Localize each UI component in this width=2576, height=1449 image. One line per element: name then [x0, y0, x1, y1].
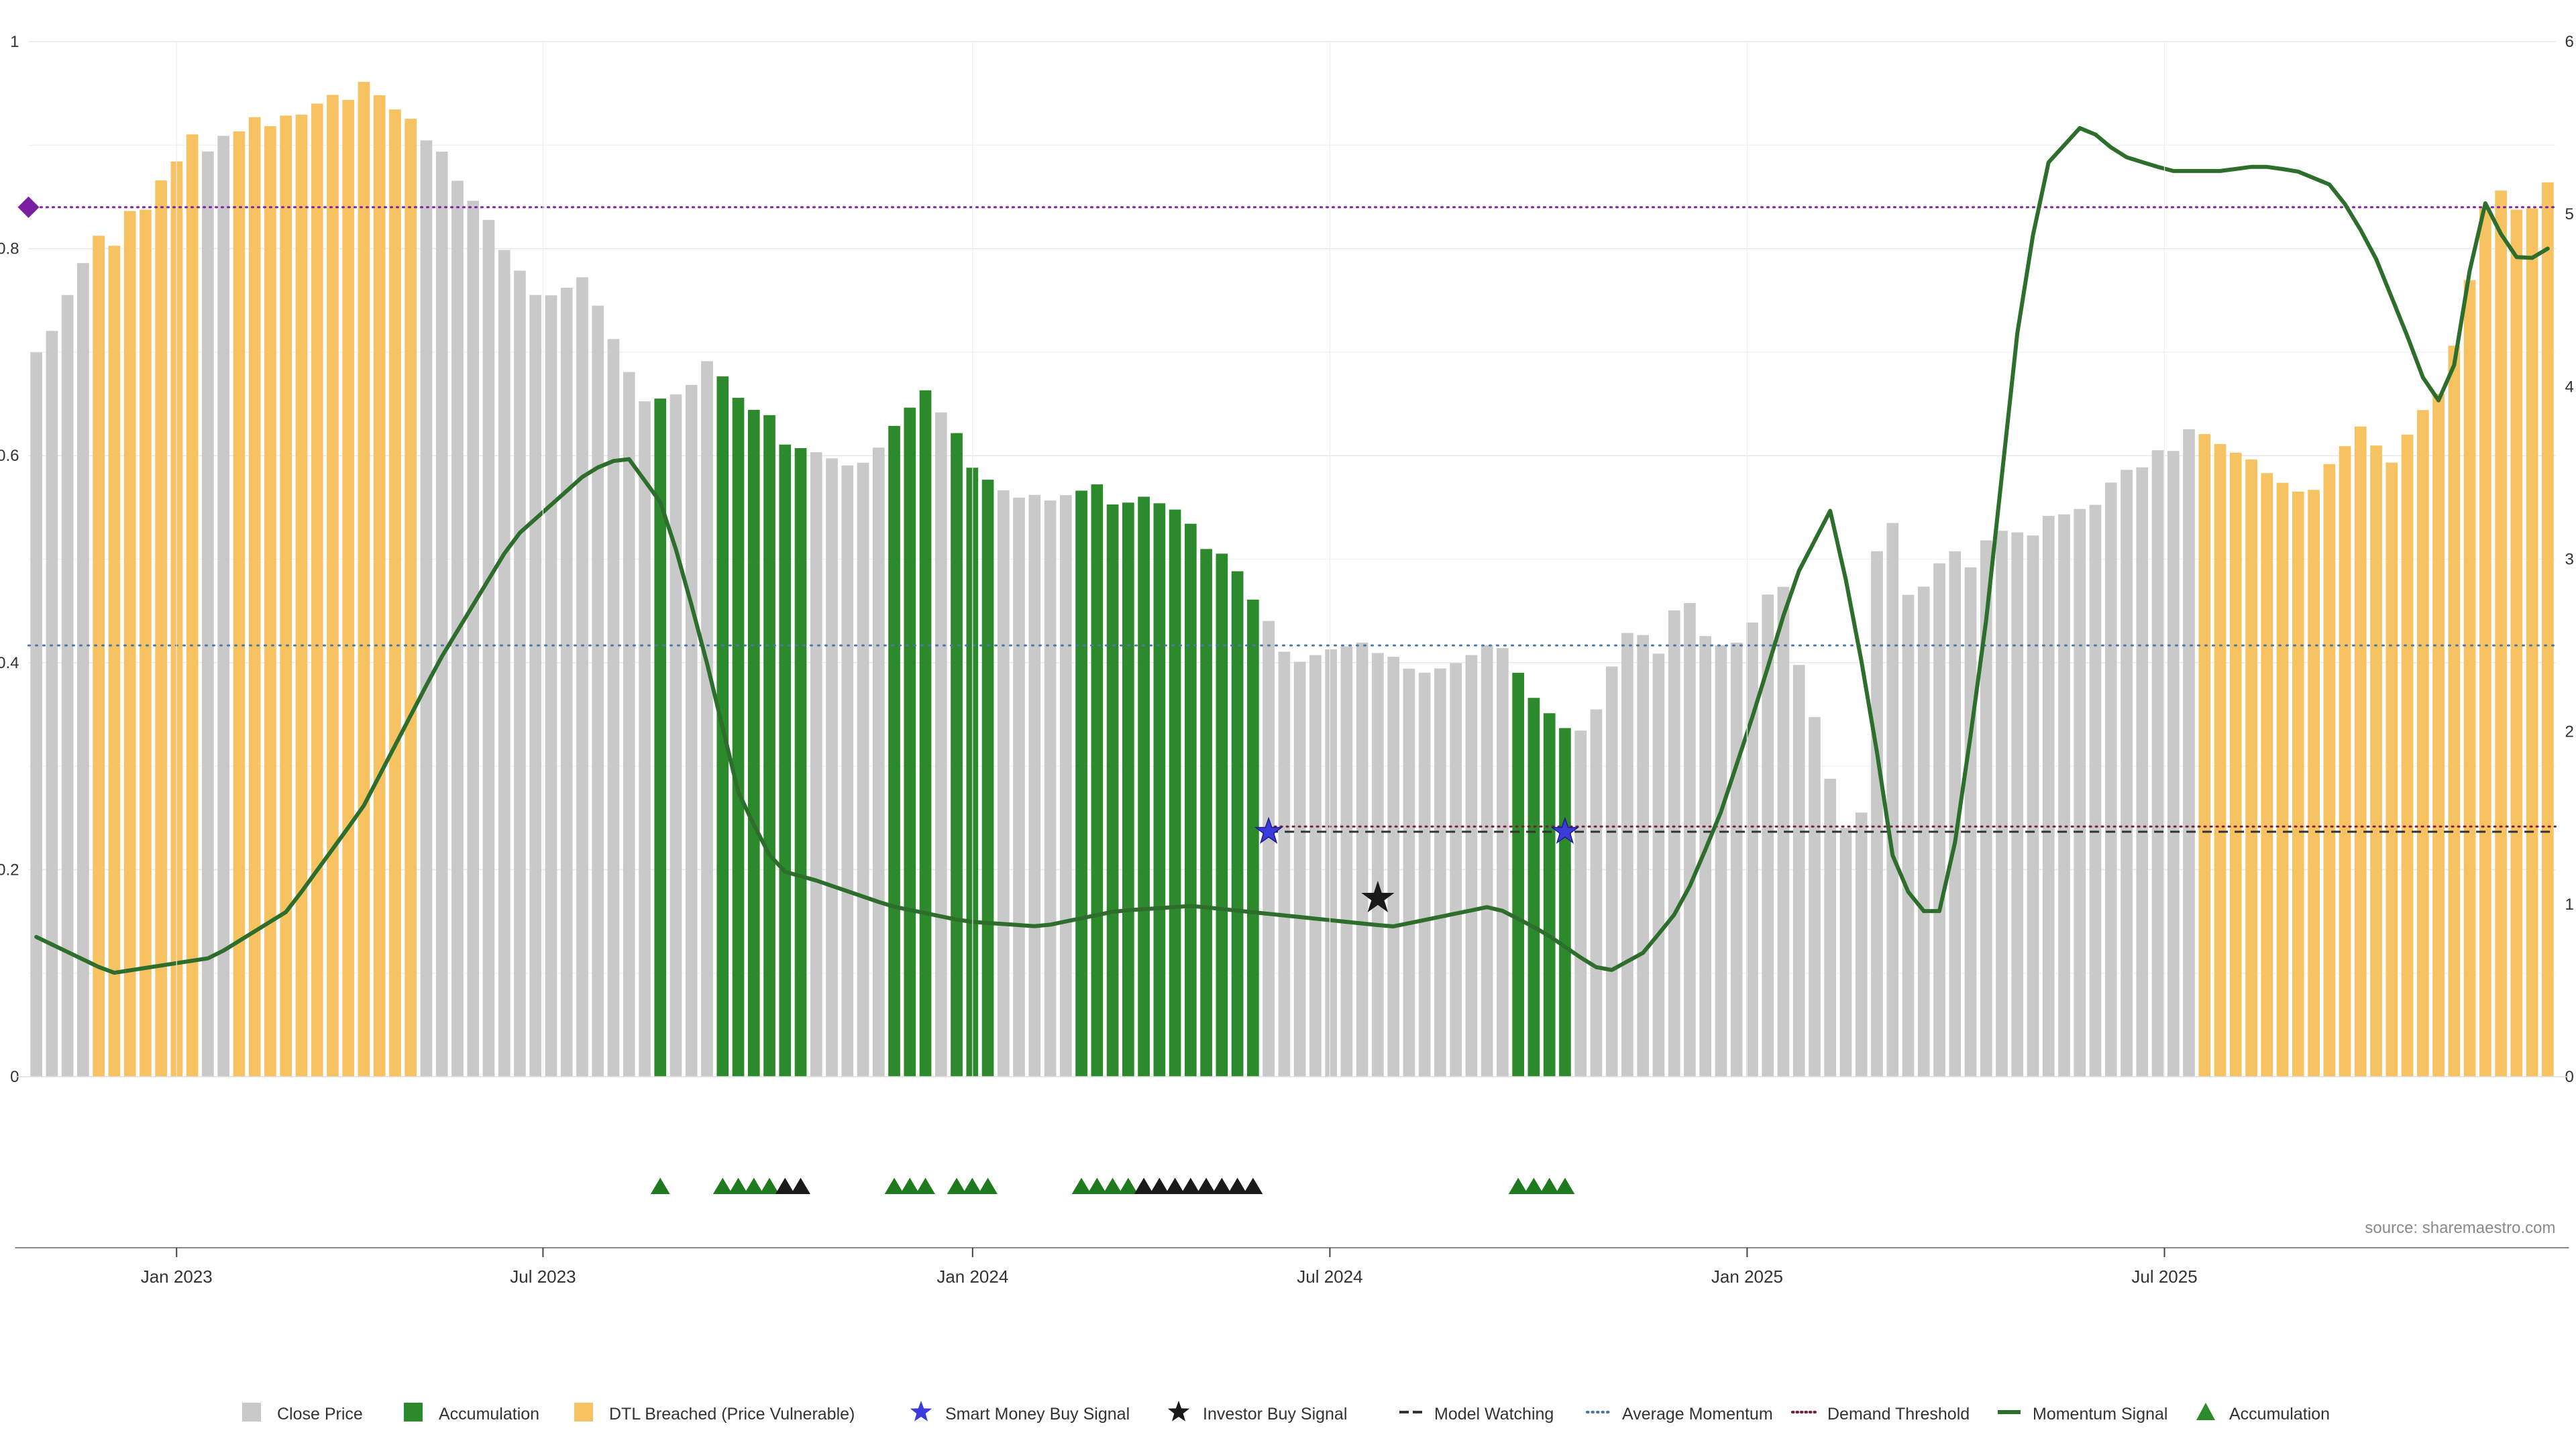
svg-text:Investor Buy Signal: Investor Buy Signal [1203, 1405, 1347, 1424]
svg-text:1: 1 [2565, 896, 2574, 914]
svg-text:Momentum Signal: Momentum Signal [2033, 1405, 2167, 1424]
svg-text:Model Watching: Model Watching [1434, 1405, 1554, 1424]
svg-text:Jul 2023: Jul 2023 [510, 1267, 576, 1287]
svg-text:DTL Breached (Price Vulnerable: DTL Breached (Price Vulnerable) [609, 1405, 855, 1424]
svg-text:3: 3 [2565, 551, 2574, 569]
svg-text:1: 1 [10, 33, 19, 51]
svg-text:4: 4 [2565, 378, 2574, 396]
svg-text:Jan 2023: Jan 2023 [141, 1267, 213, 1287]
svg-text:Demand Threshold: Demand Threshold [1827, 1405, 1970, 1424]
svg-text:0.8: 0.8 [0, 240, 19, 258]
svg-text:Accumulation: Accumulation [2229, 1405, 2330, 1424]
svg-text:0.4: 0.4 [0, 654, 19, 672]
svg-text:5: 5 [2565, 205, 2574, 223]
svg-text:Jul 2024: Jul 2024 [1297, 1267, 1362, 1287]
svg-text:2: 2 [2565, 723, 2574, 741]
svg-text:Close Price: Close Price [277, 1405, 363, 1424]
svg-text:0.6: 0.6 [0, 447, 19, 465]
svg-text:Smart Money Buy Signal: Smart Money Buy Signal [945, 1405, 1130, 1424]
svg-text:6: 6 [2565, 33, 2574, 51]
svg-text:0.2: 0.2 [0, 861, 19, 879]
svg-text:source: sharemaestro.com: source: sharemaestro.com [2365, 1219, 2555, 1237]
svg-text:Jul 2025: Jul 2025 [2131, 1267, 2197, 1287]
svg-text:Accumulation: Accumulation [439, 1405, 539, 1424]
svg-text:Average Momentum: Average Momentum [1622, 1405, 1773, 1424]
svg-text:Jan 2024: Jan 2024 [936, 1267, 1008, 1287]
svg-text:Jan 2025: Jan 2025 [1711, 1267, 1783, 1287]
